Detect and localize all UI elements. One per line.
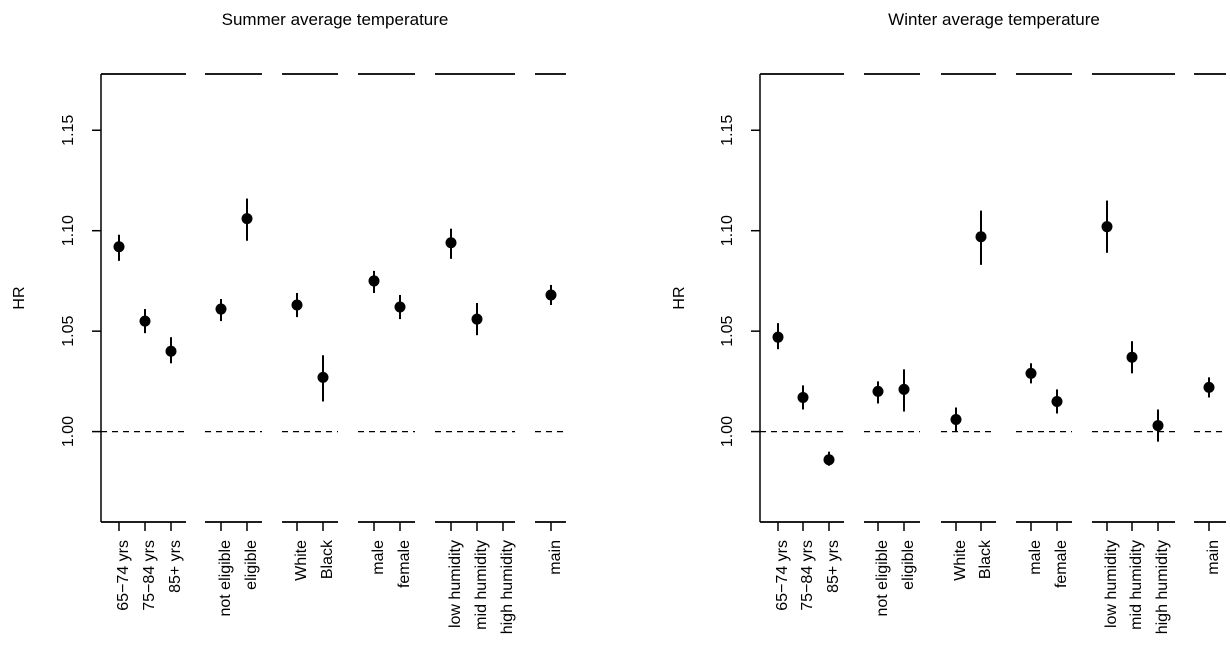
data-point	[445, 237, 457, 249]
x-tick-label: 75−84 yrs	[141, 540, 158, 611]
y-tick-label: 1.00	[60, 416, 77, 447]
x-tick-label: low humidity	[1103, 540, 1120, 628]
y-tick-label: 1.10	[60, 215, 77, 246]
data-point	[1051, 395, 1063, 407]
winter-panel: Winter average temperature HR 1.00 1.05 1.10…	[671, 10, 1226, 634]
data-point	[797, 391, 809, 403]
x-tick-label: Black	[977, 539, 994, 579]
x-tick-label: 65−74 yrs	[115, 540, 132, 611]
summer-panel: Summer average temperature HR 1.00 1.05 1.10…	[11, 10, 566, 634]
x-tick-label: White	[952, 540, 969, 581]
data-point	[1025, 367, 1037, 379]
x-tick-label: not eligible	[217, 540, 234, 617]
x-tick-label: 85+ yrs	[167, 540, 184, 593]
data-point	[1126, 351, 1138, 363]
x-tick-label: 75−84 yrs	[799, 540, 816, 611]
data-point	[394, 301, 406, 313]
data-point	[1152, 420, 1164, 432]
data-point	[139, 315, 151, 327]
data-point	[113, 241, 125, 253]
data-point	[772, 331, 784, 343]
y-tick-label: 1.15	[60, 115, 77, 146]
y-tick-label: 1.05	[60, 315, 77, 346]
x-tick-label: 65−74 yrs	[774, 540, 791, 611]
x-tick-label: main	[547, 540, 564, 575]
data-point	[872, 385, 884, 397]
data-point	[241, 213, 253, 225]
x-tick-label: female	[396, 540, 413, 588]
x-tick-label: mid humidity	[473, 540, 490, 630]
y-tick-label: 1.00	[719, 416, 736, 447]
data-point	[823, 454, 835, 466]
x-tick-label: 85+ yrs	[825, 540, 842, 593]
y-tick-label: 1.15	[719, 115, 736, 146]
data-point	[545, 289, 557, 301]
y-axis-label: HR	[671, 286, 688, 309]
x-tick-label: eligible	[900, 540, 917, 590]
chart-title: Summer average temperature	[222, 10, 449, 29]
data-point	[950, 414, 962, 426]
y-tick-label: 1.10	[719, 215, 736, 246]
x-tick-label: male	[370, 540, 387, 575]
x-tick-label: high humidity	[1154, 540, 1171, 634]
x-tick-label: main	[1205, 540, 1222, 575]
x-tick-label: eligible	[243, 540, 260, 590]
data-point	[1101, 221, 1113, 233]
x-tick-label: low humidity	[447, 540, 464, 628]
x-tick-label: female	[1053, 540, 1070, 588]
data-point	[1203, 381, 1215, 393]
data-point	[471, 313, 483, 325]
x-tick-label: male	[1027, 540, 1044, 575]
data-point	[165, 345, 177, 357]
data-point	[291, 299, 303, 311]
x-tick-label: not eligible	[874, 540, 891, 617]
y-axis-label: HR	[11, 286, 28, 309]
data-point	[898, 383, 910, 395]
chart-title: Winter average temperature	[888, 10, 1100, 29]
data-point	[368, 275, 380, 287]
data-point	[215, 303, 227, 315]
x-tick-label: high humidity	[499, 540, 516, 634]
x-tick-label: mid humidity	[1128, 540, 1145, 630]
data-point	[317, 371, 329, 383]
x-tick-label: Black	[319, 539, 336, 579]
x-tick-label: White	[293, 540, 310, 581]
y-tick-label: 1.05	[719, 315, 736, 346]
data-point	[975, 231, 987, 243]
